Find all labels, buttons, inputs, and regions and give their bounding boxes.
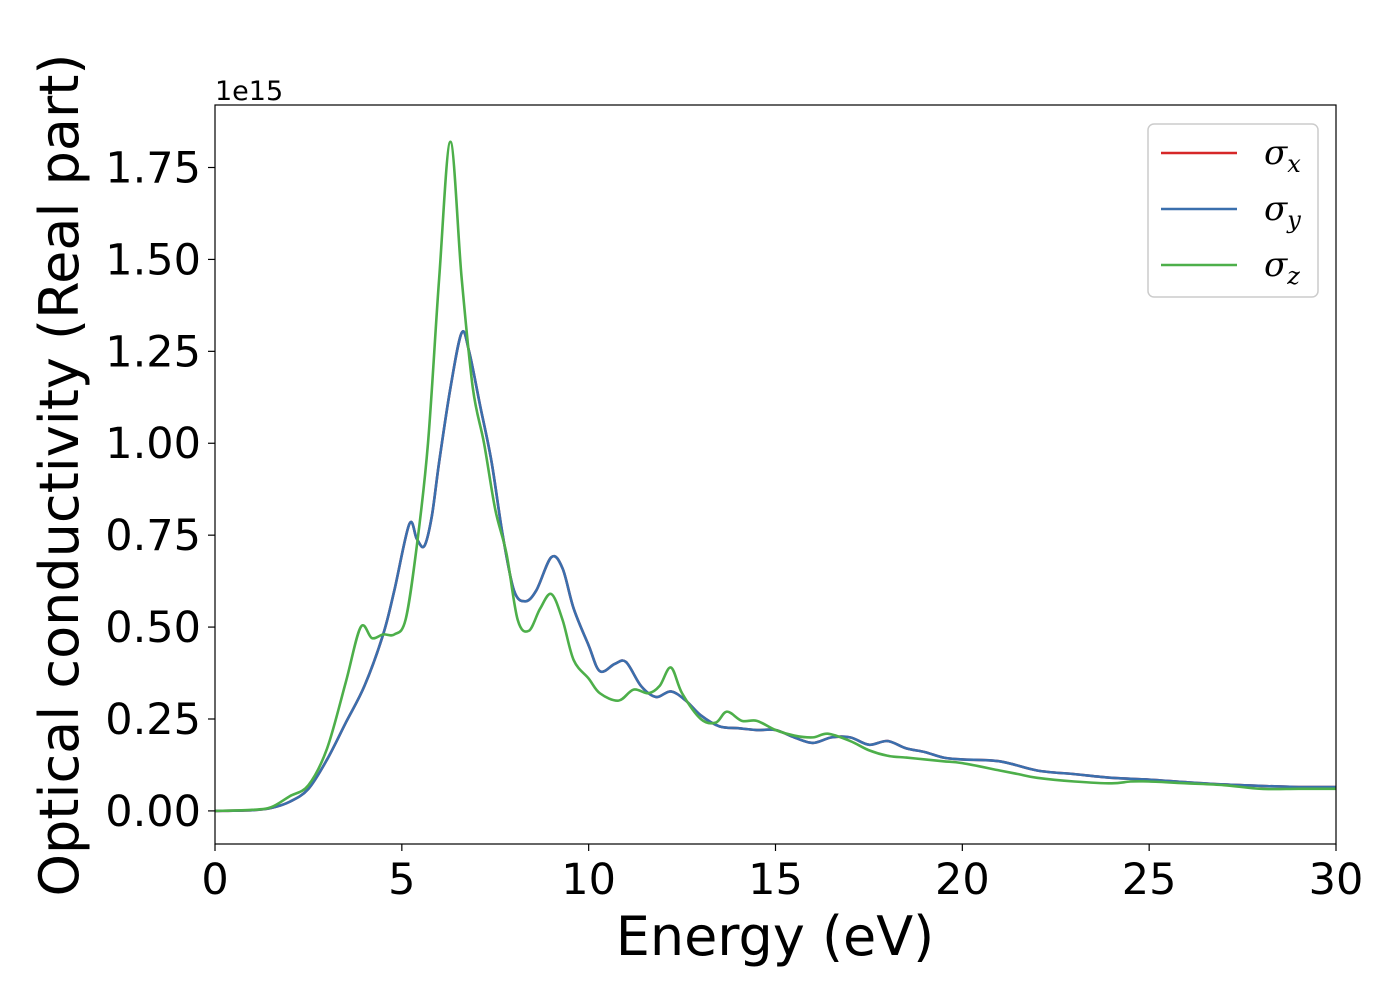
series-line-y bbox=[215, 330, 1336, 813]
y-tick-label: 1.00 bbox=[105, 419, 201, 469]
y-tick-label: 1.25 bbox=[105, 327, 201, 377]
y-tick-label: 0.25 bbox=[105, 695, 201, 745]
y-axis: 0.00 0.25 0.50 0.75 1.00 1.25 1.50 1.75 bbox=[105, 144, 215, 837]
series-line-x bbox=[215, 330, 1336, 813]
x-tick-label: 5 bbox=[388, 855, 415, 905]
series-lines bbox=[215, 140, 1336, 813]
y-tick-label: 1.50 bbox=[105, 235, 201, 285]
x-tick-label: 20 bbox=[935, 855, 990, 905]
y-tick-label: 1.75 bbox=[105, 144, 201, 194]
y-tick-label: 0.50 bbox=[105, 603, 201, 653]
legend-box bbox=[1147, 123, 1319, 298]
series-line-z bbox=[215, 140, 1336, 813]
x-axis-title: Energy (eV) bbox=[616, 905, 935, 968]
y-offset-text: 1e15 bbox=[215, 76, 283, 107]
x-tick-label: 15 bbox=[748, 855, 803, 905]
x-tick-label: 0 bbox=[201, 855, 228, 905]
x-tick-label: 10 bbox=[561, 855, 616, 905]
x-tick-label: 30 bbox=[1309, 855, 1364, 905]
y-tick-label: 0.00 bbox=[105, 787, 201, 837]
y-tick-label: 0.75 bbox=[105, 511, 201, 561]
y-axis-title: Optical conductivity (Real part) bbox=[28, 54, 91, 897]
x-axis: 0 5 10 15 20 25 30 bbox=[201, 844, 1363, 905]
x-tick-label: 25 bbox=[1122, 855, 1177, 905]
